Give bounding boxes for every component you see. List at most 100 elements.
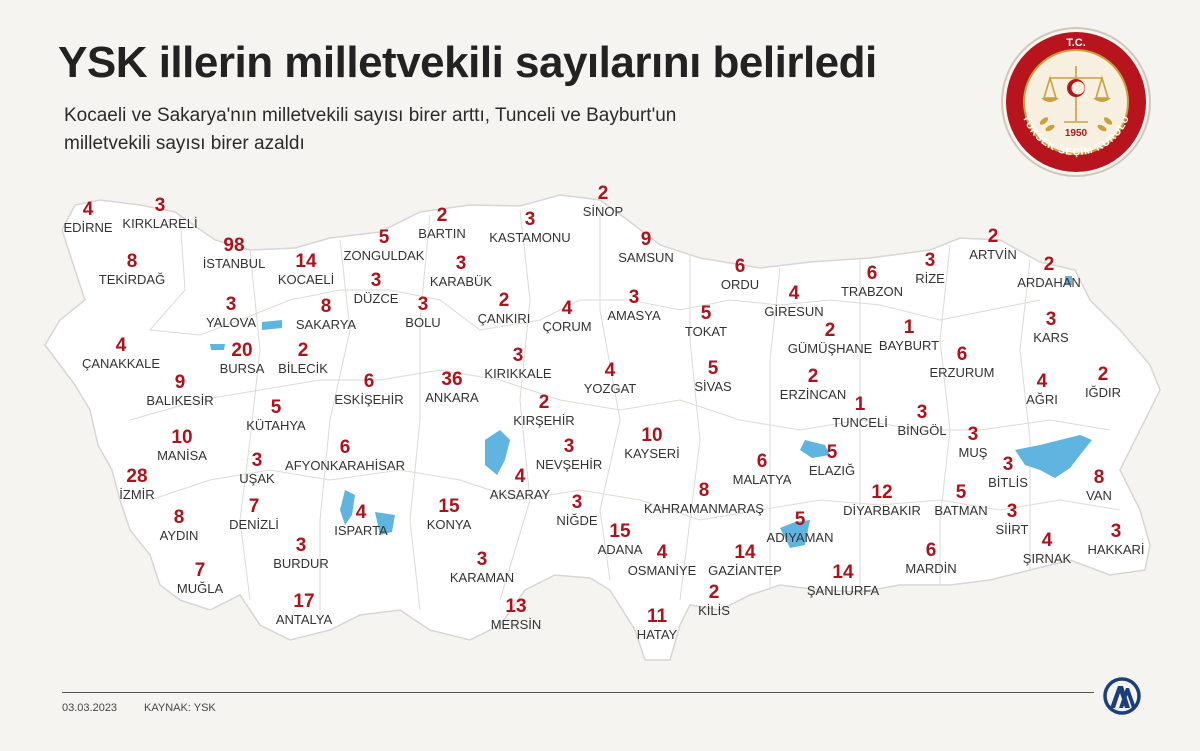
province-name: BOLU (405, 315, 441, 330)
province-name: ERZURUM (929, 365, 995, 380)
province-seat-count: 2 (297, 340, 309, 361)
province-label: 1 TUNCELİ (832, 395, 888, 431)
province-name: NİĞDE (556, 513, 598, 528)
province-name: BİLECİK (278, 361, 328, 376)
province-name: AĞRI (1026, 392, 1058, 407)
province-label: 2 KİLİS (698, 583, 730, 619)
province-seat-count: 15 (609, 521, 631, 542)
province-name: AFYONKARAHİSAR (285, 458, 405, 473)
province-label: 5 SİVAS (694, 359, 731, 395)
province-name: SİİRT (995, 522, 1029, 537)
province-name: EDİRNE (63, 220, 113, 235)
province-seat-count: 8 (173, 507, 185, 528)
province-label: 6 ESKİŞEHİR (334, 371, 403, 408)
province-label: 2 BARTIN (418, 205, 465, 242)
province-label: 6 AFYONKARAHİSAR (285, 437, 405, 474)
lake-ulubat (210, 344, 225, 350)
province-name: BATMAN (934, 503, 988, 518)
province-label: 2 ARTVİN (969, 227, 1016, 263)
province-seat-count: 4 (1036, 371, 1048, 392)
province-name: YOZGAT (583, 381, 637, 396)
province-label: 8 AYDIN (160, 507, 199, 544)
province-name: DENİZLİ (229, 517, 279, 532)
province-label: 6 MALATYA (733, 452, 792, 488)
footer-source: KAYNAK: YSK (144, 702, 216, 714)
province-name: GİRESUN (764, 304, 824, 319)
lakes (210, 276, 1092, 548)
province-label: 8 SAKARYA (295, 297, 357, 333)
province-name: MERSİN (490, 617, 542, 632)
province-label: 11 HATAY (636, 607, 678, 643)
province-label: 10 MANİSA (157, 428, 207, 464)
province-label: 3 BURDUR (273, 536, 329, 572)
province-name: ZONGULDAK (343, 248, 425, 263)
province-name: BALIKESİR (146, 393, 214, 408)
province-name: TOKAT (684, 324, 728, 339)
province-seat-count: 8 (1093, 467, 1105, 488)
province-name: ISPARTA (334, 523, 388, 538)
province-name: KOCAELİ (277, 272, 335, 287)
province-name: OSMANİYE (627, 563, 697, 578)
province-name: KASTAMONU (489, 230, 571, 245)
province-label: 3 MUŞ (959, 424, 988, 461)
province-name: KAHRAMANMARAŞ (644, 501, 764, 516)
province-label: 9 BALIKESİR (146, 373, 214, 409)
province-name: MANİSA (157, 448, 207, 463)
province-seat-count: 6 (734, 256, 746, 277)
province-seat-count: 8 (698, 480, 710, 501)
province-label: 3 HAKKARİ (1087, 522, 1144, 558)
province-seat-count: 4 (82, 199, 94, 220)
province-seat-count: 3 (154, 195, 166, 216)
province-seat-count: 4 (115, 335, 127, 356)
province-seat-count: 5 (826, 442, 838, 463)
province-name: SAMSUN (618, 250, 674, 265)
province-name: ORDU (720, 277, 760, 292)
province-label: 10 KAYSERİ (624, 426, 679, 462)
province-label: 6 ERZURUM (929, 345, 995, 381)
province-label: 5 TOKAT (684, 304, 728, 340)
province-label: 20 BURSA (220, 341, 265, 377)
province-seat-count: 5 (270, 397, 282, 418)
province-seat-count: 2 (498, 290, 510, 311)
province-seat-count: 3 (563, 436, 575, 457)
province-name: YALOVA (205, 315, 257, 330)
province-label: 28 İZMİR (119, 467, 154, 503)
province-label: 98 İSTANBUL (203, 236, 266, 272)
province-name: VAN (1086, 488, 1112, 503)
province-name: ÇANKIRI (477, 311, 531, 326)
footer-divider (62, 692, 1094, 693)
province-seat-count: 3 (1006, 501, 1018, 522)
lake-tuz (485, 430, 510, 475)
province-seat-count: 6 (363, 371, 375, 392)
province-seat-count: 3 (628, 287, 640, 308)
province-seat-count: 2 (436, 205, 448, 226)
province-label: 5 ELAZIĞ (809, 442, 855, 479)
province-seat-count: 6 (339, 437, 351, 458)
province-label: 8 VAN (1086, 467, 1112, 504)
province-seat-count: 3 (571, 492, 583, 513)
seal-year: 1950 (1065, 128, 1088, 139)
province-seat-count: 3 (1002, 454, 1014, 475)
province-label: 3 NİĞDE (556, 492, 598, 529)
province-name: MARDİN (905, 561, 957, 576)
province-label: 14 ŞANLIURFA (807, 563, 879, 599)
province-label: 3 KASTAMONU (489, 209, 571, 246)
province-label: 3 KARABÜK (430, 254, 492, 290)
lake-beysehir (375, 512, 395, 535)
province-label: 3 BOLU (405, 295, 441, 331)
province-label: 2 ARDAHAN (1017, 255, 1081, 291)
province-seat-count: 5 (378, 227, 390, 248)
province-name: BURDUR (273, 556, 329, 571)
province-name: KİLİS (698, 603, 730, 618)
province-name: BİNGÖL (897, 423, 947, 438)
province-seat-count: 3 (924, 250, 936, 271)
province-seat-count: 3 (967, 424, 979, 445)
lake-van (1015, 435, 1092, 478)
province-label: 3 RİZE (915, 250, 945, 287)
province-name: SAKARYA (295, 317, 357, 332)
province-name: HATAY (636, 627, 678, 642)
province-seat-count: 4 (604, 360, 616, 381)
province-name: GÜMÜŞHANE (787, 341, 873, 356)
province-label: 3 BİTLİS (988, 454, 1028, 491)
province-seat-count: 3 (524, 209, 536, 230)
